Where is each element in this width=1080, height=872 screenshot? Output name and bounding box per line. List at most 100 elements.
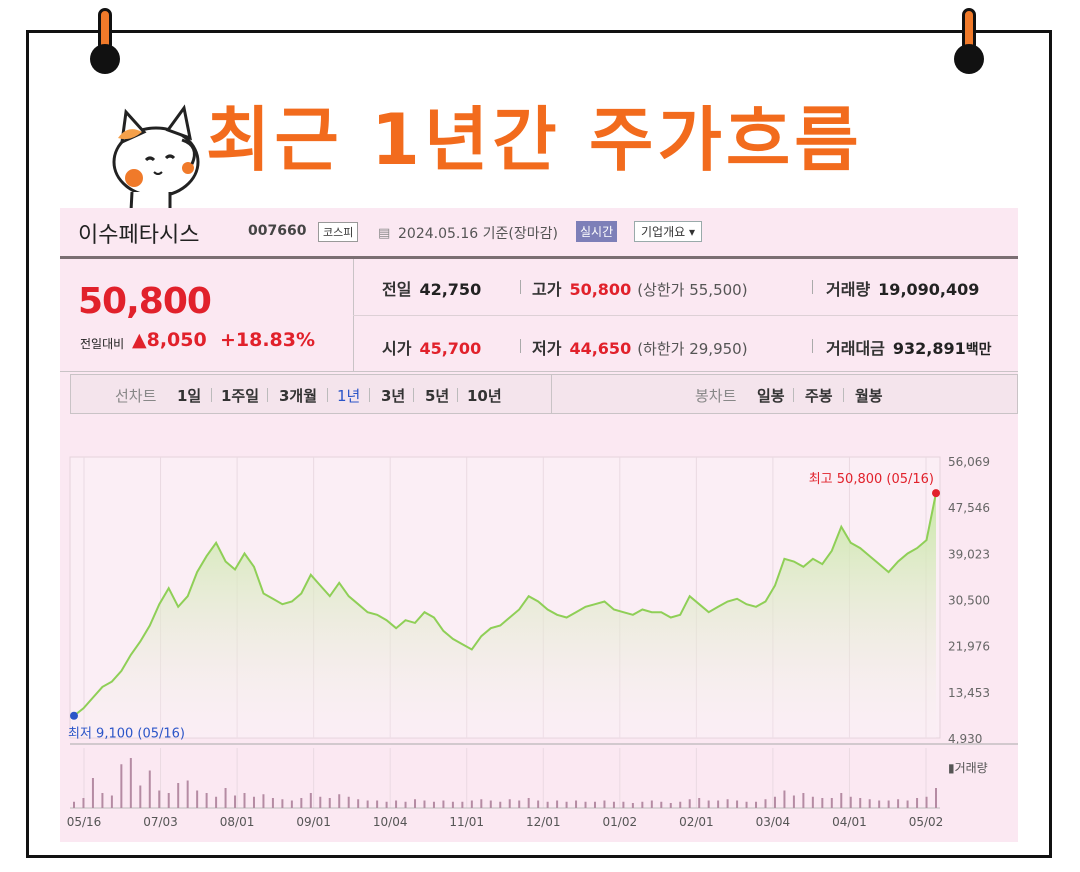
tab-10y[interactable]: 10년	[467, 387, 502, 405]
volume-label: ▮거래량	[948, 761, 988, 775]
page-title: 최근 1년간 주가흐름	[206, 99, 863, 181]
volume-bar	[423, 800, 426, 808]
divider	[457, 388, 458, 402]
x-tick-label: 11/01	[449, 815, 484, 829]
divider	[551, 375, 552, 413]
volume-bar	[129, 758, 132, 808]
volume-bar	[575, 800, 578, 808]
y-tick-label: 47,546	[948, 501, 990, 515]
high-point	[932, 489, 940, 498]
volume-bar	[73, 801, 75, 808]
x-tick-label: 02/01	[679, 815, 714, 829]
tab-monthly[interactable]: 월봉	[855, 387, 883, 405]
x-tick-label: 08/01	[220, 815, 255, 829]
x-tick-label: 04/01	[832, 815, 867, 829]
volume-bar	[518, 800, 521, 808]
volume-bar	[707, 800, 710, 808]
volume-bar	[281, 799, 284, 808]
volume-bar	[252, 796, 255, 808]
price-summary: 50,800 전일대비 ▲8,050 +18.83% 전일 42,750 고가 50…	[60, 259, 1018, 372]
diff-label: 전일대비	[80, 337, 125, 351]
volume-bar	[745, 801, 748, 808]
clip-hole-left	[90, 44, 120, 74]
x-tick-label: 05/02	[909, 815, 944, 829]
volume-bar	[451, 801, 454, 808]
volume-bar	[726, 799, 729, 808]
chart-tabs: 선차트 1일 1주일 3개월 1년 3년 5년 10년 봉차트 일봉 주봉 월봉	[70, 374, 1018, 414]
current-price: 50,800	[78, 281, 212, 322]
divider	[520, 280, 521, 294]
volume-bar	[916, 798, 919, 808]
tab-5y[interactable]: 5년	[425, 387, 450, 405]
tab-3m[interactable]: 3개월	[279, 387, 318, 405]
volume-bar	[508, 799, 511, 808]
volume-bar	[527, 798, 530, 808]
y-tick-label: 30,500	[948, 594, 990, 608]
realtime-button[interactable]: 실시간	[576, 221, 618, 242]
market-badge: 코스피	[318, 222, 359, 242]
volume-bar	[489, 800, 492, 808]
volume-bar	[328, 798, 331, 808]
divider	[267, 388, 268, 402]
divider	[369, 388, 370, 402]
volume-bar	[120, 764, 123, 808]
volume-bar	[859, 798, 862, 808]
low-point	[70, 711, 78, 720]
volume-bar	[773, 796, 776, 808]
volume-bar	[783, 790, 786, 808]
volume-bar	[480, 799, 483, 808]
volume-bar	[290, 800, 293, 808]
day-high: 고가 50,800 (상한가 55,500)	[532, 280, 748, 299]
volume-bar	[688, 799, 691, 808]
volume-bar	[868, 799, 871, 808]
company-overview-dropdown[interactable]: 기업개요 ▾	[634, 221, 702, 242]
volume-bar	[91, 778, 94, 808]
volume-bar	[679, 801, 682, 808]
stock-panel: 이수페타시스 007660 코스피 ▤ 2024.05.16 기준(장마감) 실…	[60, 208, 1018, 842]
tab-3y[interactable]: 3년	[381, 387, 406, 405]
volume-bar	[641, 801, 644, 808]
volume-bar	[300, 798, 303, 808]
volume-bar	[395, 800, 398, 808]
x-tick-label: 10/04	[373, 815, 408, 829]
volume-bar	[442, 800, 445, 808]
divider	[812, 339, 813, 353]
volume-bar	[556, 800, 559, 808]
x-tick-label: 03/04	[756, 815, 791, 829]
x-tick-label: 09/01	[296, 815, 331, 829]
tab-1d[interactable]: 1일	[177, 387, 202, 405]
quote-date: 2024.05.16 기준(장마감)	[398, 226, 558, 242]
tab-daily[interactable]: 일봉	[757, 387, 785, 405]
volume-bar	[887, 800, 890, 808]
x-tick-label: 12/01	[526, 815, 561, 829]
volume-bar	[631, 803, 634, 808]
divider	[327, 388, 328, 402]
stock-code: 007660	[248, 223, 307, 239]
y-tick-label: 56,069	[948, 455, 990, 469]
x-tick-label: 05/16	[67, 815, 102, 829]
x-tick-label: 01/02	[603, 815, 638, 829]
volume-bar	[167, 793, 170, 808]
price-line	[73, 492, 937, 717]
volume-bar	[338, 794, 341, 808]
volume-bar	[196, 790, 199, 808]
volume-bar	[101, 793, 104, 808]
volume-bar	[414, 799, 417, 808]
volume-bar	[186, 780, 189, 808]
volume-bar	[366, 800, 369, 808]
volume-bar	[357, 799, 360, 808]
trade-amount: 거래대금 932,891백만	[826, 339, 992, 358]
price-chart: 56,069 47,546 39,023 30,500 21,976 13,453 4,93…	[67, 455, 1018, 829]
price-change: ▲8,050 +18.83%	[132, 329, 316, 351]
tab-1y[interactable]: 1년	[337, 387, 361, 405]
volume-bar	[243, 793, 246, 808]
volume-bar	[849, 796, 852, 808]
volume-bar	[224, 788, 227, 808]
tab-weekly[interactable]: 주봉	[805, 387, 833, 405]
volume-bar	[537, 800, 540, 808]
tab-1w[interactable]: 1주일	[221, 387, 260, 405]
clip-hole-right	[954, 44, 984, 74]
volume-bar	[698, 798, 701, 808]
high-annotation: 최고 50,800 (05/16)	[809, 472, 934, 487]
volume-bar	[650, 800, 653, 808]
